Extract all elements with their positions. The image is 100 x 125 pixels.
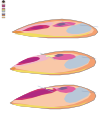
Polygon shape (64, 55, 90, 69)
Polygon shape (56, 23, 66, 26)
Polygon shape (12, 86, 91, 107)
Polygon shape (12, 67, 88, 74)
Polygon shape (14, 32, 90, 37)
Bar (2, 5, 5, 6)
Polygon shape (54, 54, 64, 57)
Polygon shape (12, 55, 50, 67)
Bar (2, 17, 5, 18)
Polygon shape (14, 21, 94, 36)
Bar (2, 6, 5, 7)
Polygon shape (52, 22, 76, 27)
Polygon shape (56, 86, 76, 93)
Polygon shape (12, 53, 90, 73)
Bar (2, 10, 5, 11)
Bar (2, 2, 5, 3)
Bar (2, 11, 5, 12)
Polygon shape (10, 67, 16, 70)
Polygon shape (30, 26, 44, 29)
Polygon shape (66, 23, 92, 34)
Polygon shape (16, 57, 40, 65)
Bar (2, 9, 5, 10)
Polygon shape (12, 19, 98, 38)
Polygon shape (52, 54, 76, 60)
Polygon shape (12, 87, 60, 101)
Bar (2, 1, 5, 2)
Polygon shape (10, 51, 96, 75)
Polygon shape (12, 31, 24, 33)
Polygon shape (16, 89, 54, 99)
Polygon shape (18, 57, 40, 63)
Polygon shape (10, 85, 96, 109)
Polygon shape (14, 88, 58, 100)
Polygon shape (12, 101, 88, 108)
Polygon shape (14, 22, 54, 32)
Polygon shape (58, 87, 68, 90)
Polygon shape (64, 87, 90, 103)
Polygon shape (22, 25, 50, 31)
Polygon shape (46, 55, 56, 57)
Bar (2, 4, 5, 5)
Bar (2, 14, 5, 15)
Polygon shape (46, 88, 54, 90)
Bar (2, 13, 5, 14)
Bar (2, 15, 5, 16)
